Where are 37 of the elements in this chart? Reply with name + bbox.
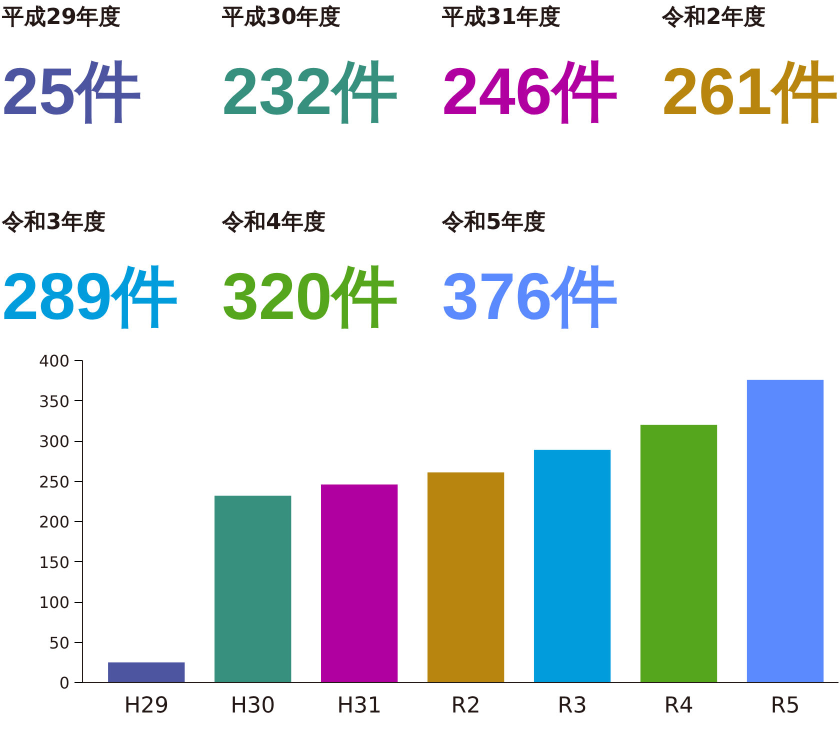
y-tick-label: 350 [38, 392, 70, 411]
text: 232件 [222, 53, 398, 130]
x-tick-label: H30 [230, 694, 276, 718]
text: 平成31年度 [442, 4, 561, 32]
text: 令和4年度 [222, 208, 326, 237]
bar [534, 450, 611, 682]
y-tick-label: 300 [38, 432, 70, 451]
y-tick-label: 100 [38, 593, 70, 612]
bar [108, 662, 185, 682]
y-tick-label: 0 [59, 674, 70, 692]
x-tick-label: R2 [451, 694, 480, 718]
y-tick-label: 250 [38, 472, 70, 492]
text: 261件 [662, 53, 838, 130]
bar [321, 484, 398, 682]
x-tick-label: R5 [770, 694, 800, 718]
text: 25件 [2, 53, 142, 130]
bar [746, 380, 824, 682]
bar [214, 496, 292, 682]
y-tick-label: 400 [38, 352, 70, 370]
text: 320件 [222, 258, 398, 335]
text: 令和3年度 [2, 208, 106, 237]
text: 令和2年度 [662, 4, 766, 32]
text: 平成30年度 [222, 4, 341, 32]
text: 平成29年度 [2, 4, 121, 32]
x-tick-label: H29 [124, 694, 169, 718]
bar [640, 424, 718, 682]
bar [427, 472, 504, 682]
y-tick-label: 50 [49, 633, 70, 652]
text: 376件 [442, 258, 618, 335]
x-tick-label: H31 [337, 694, 382, 718]
text: 246件 [442, 53, 618, 130]
x-tick-label: R3 [558, 694, 587, 718]
y-tick-label: 200 [38, 512, 70, 532]
text: 289件 [2, 258, 178, 335]
y-tick-label: 150 [38, 552, 70, 572]
x-tick-label: R4 [664, 694, 694, 718]
text: 令和5年度 [442, 208, 546, 237]
